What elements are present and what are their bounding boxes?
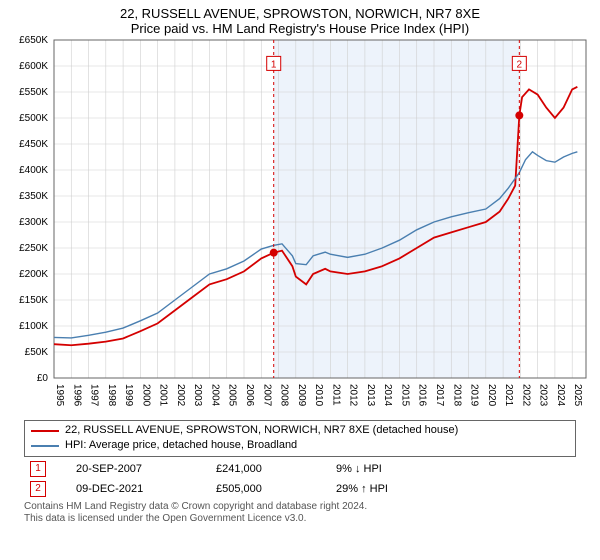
- svg-text:1998: 1998: [106, 384, 117, 407]
- svg-text:£350K: £350K: [19, 191, 48, 202]
- svg-text:£50K: £50K: [25, 347, 49, 358]
- svg-text:2023: 2023: [538, 384, 549, 407]
- svg-text:1997: 1997: [89, 384, 100, 407]
- sale-badge: 1: [30, 461, 46, 477]
- svg-text:2003: 2003: [192, 384, 203, 407]
- svg-text:2011: 2011: [330, 384, 341, 406]
- sale-badge: 2: [30, 481, 46, 497]
- chart-title-line1: 22, RUSSELL AVENUE, SPROWSTON, NORWICH, …: [0, 0, 600, 21]
- svg-text:1995: 1995: [54, 384, 65, 407]
- svg-text:2015: 2015: [399, 384, 410, 407]
- sale-row: 2 09-DEC-2021 £505,000 29% ↑ HPI: [30, 481, 576, 497]
- svg-text:2000: 2000: [140, 384, 151, 407]
- svg-text:£200K: £200K: [19, 269, 48, 280]
- svg-text:1: 1: [271, 59, 277, 70]
- svg-text:2012: 2012: [348, 384, 359, 407]
- sale-date: 09-DEC-2021: [76, 483, 186, 495]
- svg-text:1996: 1996: [71, 384, 82, 407]
- sale-delta: 29% ↑ HPI: [336, 483, 388, 495]
- svg-text:2002: 2002: [175, 384, 186, 407]
- svg-text:£300K: £300K: [19, 217, 48, 228]
- legend-swatch-series2: [31, 445, 59, 447]
- svg-text:2: 2: [517, 59, 523, 70]
- svg-text:£600K: £600K: [19, 61, 48, 72]
- svg-text:2001: 2001: [158, 384, 169, 407]
- svg-text:2007: 2007: [261, 384, 272, 407]
- svg-text:£550K: £550K: [19, 87, 48, 98]
- svg-text:2014: 2014: [382, 384, 393, 407]
- svg-text:2004: 2004: [209, 384, 220, 407]
- svg-text:2010: 2010: [313, 384, 324, 407]
- svg-text:2020: 2020: [486, 384, 497, 407]
- svg-text:£150K: £150K: [19, 295, 48, 306]
- svg-text:2018: 2018: [451, 384, 462, 407]
- svg-text:2005: 2005: [227, 384, 238, 407]
- svg-text:2006: 2006: [244, 384, 255, 407]
- svg-text:2017: 2017: [434, 384, 445, 407]
- sale-row: 1 20-SEP-2007 £241,000 9% ↓ HPI: [30, 461, 576, 477]
- svg-text:£0: £0: [37, 373, 49, 384]
- sale-price: £241,000: [216, 463, 306, 475]
- svg-text:2009: 2009: [296, 384, 307, 407]
- svg-text:£100K: £100K: [19, 321, 48, 332]
- legend: 22, RUSSELL AVENUE, SPROWSTON, NORWICH, …: [24, 420, 576, 457]
- svg-text:£500K: £500K: [19, 113, 48, 124]
- svg-text:£250K: £250K: [19, 243, 48, 254]
- svg-text:£650K: £650K: [19, 36, 48, 46]
- chart-title-line2: Price paid vs. HM Land Registry's House …: [0, 21, 600, 36]
- legend-label-series2: HPI: Average price, detached house, Broa…: [65, 438, 297, 453]
- legend-label-series1: 22, RUSSELL AVENUE, SPROWSTON, NORWICH, …: [65, 423, 458, 438]
- sale-date: 20-SEP-2007: [76, 463, 186, 475]
- svg-text:£450K: £450K: [19, 139, 48, 150]
- svg-text:2008: 2008: [279, 384, 290, 407]
- svg-text:2016: 2016: [417, 384, 428, 407]
- sale-delta: 9% ↓ HPI: [336, 463, 382, 475]
- footer-attribution: Contains HM Land Registry data © Crown c…: [24, 501, 576, 525]
- legend-swatch-series1: [31, 430, 59, 432]
- svg-text:2025: 2025: [572, 384, 583, 407]
- svg-text:2022: 2022: [520, 384, 531, 407]
- svg-text:2019: 2019: [469, 384, 480, 407]
- svg-text:£400K: £400K: [19, 165, 48, 176]
- sale-price: £505,000: [216, 483, 306, 495]
- svg-text:2024: 2024: [555, 384, 566, 407]
- price-chart: £0 £50K £100K £150K £200K £250K £300K £350K £400…: [0, 36, 600, 416]
- svg-text:1999: 1999: [123, 384, 134, 407]
- svg-text:2013: 2013: [365, 384, 376, 407]
- svg-text:2021: 2021: [503, 384, 514, 407]
